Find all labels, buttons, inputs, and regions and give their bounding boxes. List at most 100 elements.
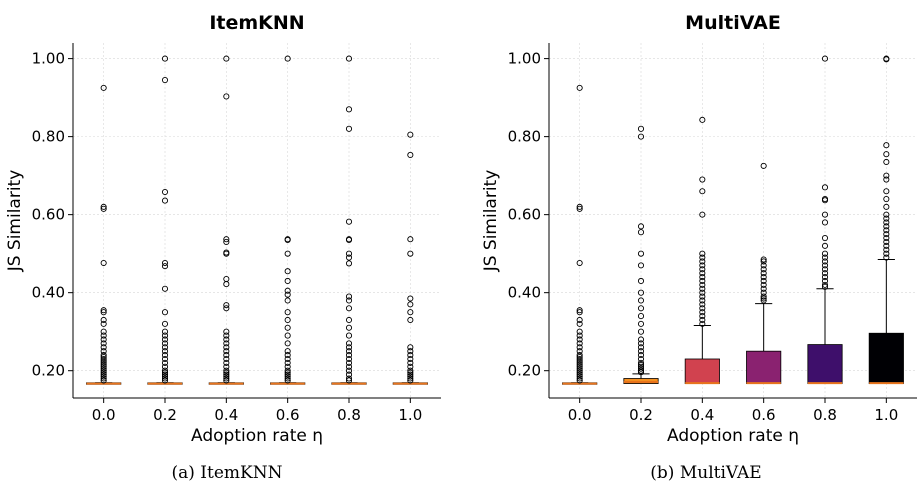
- outlier-point: [100, 316, 107, 324]
- y-tick-label: 0.20: [508, 362, 541, 380]
- outlier-point: [883, 242, 890, 249]
- outlier-point: [223, 305, 230, 312]
- box-group-0.6: [270, 55, 306, 385]
- outlier-point: [407, 301, 414, 308]
- outlier-point: [760, 281, 767, 288]
- outlier-point: [637, 369, 645, 376]
- outlier-point: [100, 309, 107, 316]
- outlier-point: [161, 375, 169, 382]
- outlier-point: [883, 246, 890, 253]
- outlier-point: [345, 316, 353, 324]
- outlier-point: [345, 106, 353, 113]
- box: [868, 332, 904, 384]
- outlier-point: [821, 219, 829, 226]
- box-group-0.4: [684, 116, 720, 385]
- x-tick-label: 0.6: [276, 406, 300, 424]
- outlier-point: [637, 344, 645, 351]
- outlier-point: [284, 377, 291, 384]
- outlier-point: [100, 373, 107, 380]
- outlier-point: [637, 328, 645, 335]
- outlier-point: [699, 277, 706, 285]
- outlier-point: [100, 340, 107, 347]
- outlier-point: [223, 359, 230, 366]
- outlier-point: [407, 377, 414, 384]
- outlier-point: [284, 332, 291, 339]
- outlier-point: [883, 211, 890, 218]
- outlier-point: [699, 266, 706, 273]
- outlier-point: [760, 262, 767, 269]
- outlier-point: [345, 254, 353, 261]
- outlier-point: [576, 352, 583, 359]
- box: [746, 350, 782, 384]
- outlier-point: [161, 340, 169, 347]
- outlier-point: [100, 363, 107, 370]
- outlier-point: [100, 361, 107, 368]
- outlier-point: [699, 305, 706, 312]
- outlier-point: [161, 352, 169, 359]
- outlier-point: [100, 359, 107, 366]
- outlier-point: [161, 197, 169, 204]
- outlier-point: [345, 125, 353, 132]
- outlier-point: [100, 344, 107, 351]
- outlier-point: [161, 371, 169, 378]
- outlier-point: [407, 236, 414, 243]
- outlier-point: [345, 324, 353, 331]
- outlier-point: [223, 348, 230, 355]
- outlier-point: [161, 359, 169, 366]
- box-group-0.8: [807, 55, 843, 385]
- outlier-point: [576, 363, 583, 370]
- outlier-point: [223, 375, 230, 382]
- outlier-point: [284, 348, 291, 355]
- outlier-point: [284, 55, 291, 62]
- outlier-point: [637, 125, 645, 132]
- outlier-point: [821, 262, 829, 269]
- outlier-point: [223, 377, 230, 384]
- outlier-point: [760, 258, 767, 265]
- outlier-point: [821, 235, 829, 242]
- outlier-point: [699, 258, 706, 265]
- x-axis-label: Adoption rate η: [667, 426, 799, 446]
- outlier-point: [284, 236, 291, 244]
- chart-panel-1: 0.20 0.40 0.60 0.80 1.00 0.0 0.2 0.4 0.6 0.8 1.0 It…: [5, 12, 441, 483]
- x-tick-label: 0.8: [813, 406, 837, 424]
- outlier-point: [821, 281, 829, 288]
- box-group-1.0: [868, 55, 904, 385]
- outlier-point: [699, 320, 706, 327]
- outlier-point: [161, 320, 169, 327]
- outlier-point: [100, 328, 107, 335]
- outlier-point: [100, 332, 107, 339]
- outlier-point: [161, 344, 169, 351]
- outlier-point: [760, 285, 767, 292]
- outlier-point: [345, 359, 353, 366]
- outlier-point: [821, 254, 829, 261]
- outlier-point: [576, 353, 583, 361]
- outlier-point: [161, 332, 169, 339]
- outlier-point: [760, 297, 767, 304]
- outlier-point: [284, 287, 291, 294]
- outlier-point: [760, 266, 767, 273]
- outlier-point: [223, 369, 230, 376]
- outlier-point: [100, 355, 107, 363]
- outlier-point: [161, 373, 169, 380]
- outlier-point: [576, 203, 583, 210]
- outlier-point: [345, 375, 353, 382]
- outlier-point: [284, 371, 291, 378]
- outlier-point: [161, 377, 169, 384]
- x-tick-label: 0.8: [337, 406, 361, 424]
- outlier-point: [407, 295, 414, 302]
- outlier-point: [883, 188, 890, 195]
- outlier-point: [100, 84, 107, 91]
- outlier-point: [345, 348, 353, 355]
- outlier-point: [407, 344, 414, 351]
- outlier-point: [223, 373, 230, 380]
- outlier-point: [821, 283, 829, 290]
- outlier-point: [407, 355, 414, 363]
- outlier-point: [345, 340, 353, 347]
- outlier-point: [637, 336, 645, 343]
- outlier-point: [637, 133, 645, 140]
- box-group-0.0: [86, 84, 122, 385]
- outlier-point: [100, 203, 107, 210]
- outlier-point: [883, 172, 890, 179]
- outlier-point: [821, 55, 829, 62]
